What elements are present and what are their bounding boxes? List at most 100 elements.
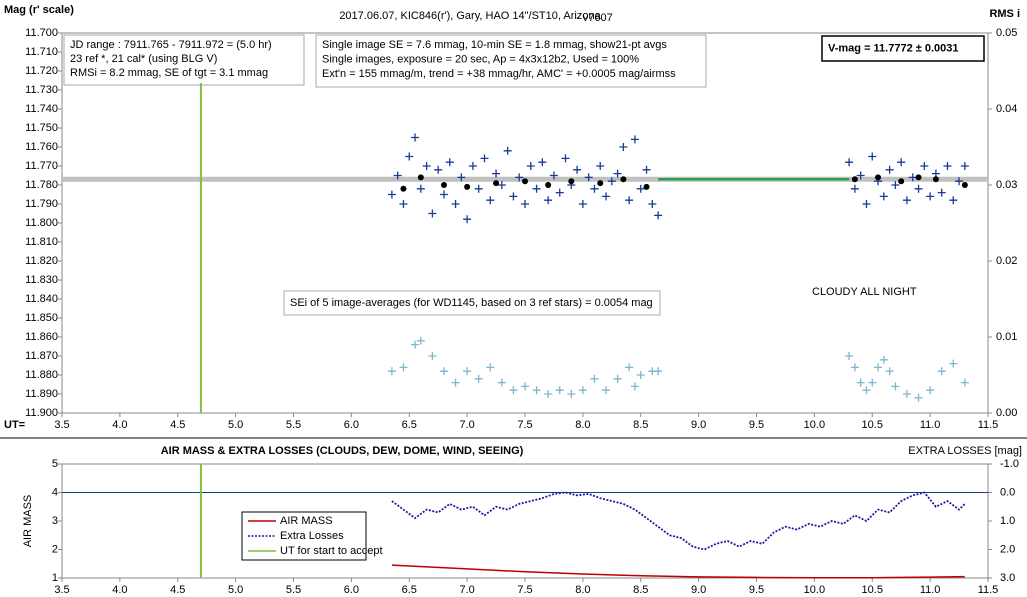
- x-tick-label: 4.5: [170, 419, 185, 431]
- y-tick-label: 11.700: [25, 27, 58, 39]
- plus-marker: [474, 184, 483, 193]
- annotation-box: [821, 35, 985, 62]
- plus-marker: [654, 211, 663, 220]
- average-dot: [851, 176, 858, 183]
- plus-marker: [526, 162, 535, 170]
- plus-marker: [625, 196, 634, 205]
- y-tick-label: 11.790: [25, 198, 58, 210]
- average-dot: [400, 185, 407, 192]
- y2-tick-label: 2.0: [1000, 543, 1015, 555]
- x-tick-label: 8.5: [633, 419, 648, 431]
- y2-tick-label: 0.03: [996, 179, 1017, 191]
- plus-marker: [891, 181, 900, 189]
- x-tick-label: 10.5: [862, 419, 883, 431]
- y2-tick-label: -1.0: [1000, 458, 1019, 470]
- plus-marker: [497, 378, 506, 387]
- plus-marker: [845, 352, 854, 360]
- plus-marker: [613, 169, 622, 178]
- y-tick-label: 11.720: [25, 65, 58, 77]
- plus-marker: [856, 171, 865, 180]
- average-dot: [522, 178, 528, 185]
- plus-marker: [521, 200, 529, 208]
- plus-marker: [897, 158, 906, 167]
- plus-marker: [387, 190, 396, 199]
- y-tick-label: 11.820: [25, 255, 58, 267]
- plus-marker: [955, 177, 964, 186]
- plus-marker: [405, 152, 414, 161]
- plus-marker: [625, 363, 634, 372]
- plus-marker: [463, 367, 472, 376]
- annotation: Ext'n = 155 mmag/m, trend = +38 mmag/hr,…: [322, 68, 676, 80]
- average-dot: [898, 178, 905, 185]
- annotation-box: [315, 34, 707, 88]
- y-tick-label: 11.900: [25, 407, 58, 419]
- average-dot: [915, 174, 922, 181]
- plus-marker: [387, 367, 396, 376]
- plus-marker: [480, 154, 489, 163]
- x-tick-label: 9.5: [749, 419, 764, 431]
- average-dot: [620, 176, 627, 183]
- average-dot: [545, 182, 552, 188]
- plus-marker: [399, 363, 408, 372]
- plus-marker: [596, 162, 605, 170]
- plus-marker: [908, 173, 917, 182]
- plus-marker: [555, 386, 564, 395]
- plus-marker: [879, 355, 888, 364]
- plus-marker: [544, 390, 553, 398]
- plus-marker: [555, 188, 564, 197]
- y-axis-label: AIR MASS: [22, 495, 34, 548]
- y2-axis-label: RMS i: [989, 8, 1020, 20]
- average-dot: [464, 183, 471, 190]
- plus-marker: [636, 184, 645, 193]
- x-tick-label: 7.5: [517, 419, 532, 431]
- average-dot: [932, 176, 939, 183]
- plus-marker: [619, 143, 628, 151]
- plus-marker: [509, 192, 518, 201]
- average-dot: [597, 180, 604, 187]
- plus-marker: [416, 184, 425, 193]
- y2-tick-label: 3.0: [1000, 572, 1015, 584]
- average-dot: [568, 178, 575, 185]
- plus-marker: [874, 363, 883, 372]
- plus-marker: [457, 173, 466, 182]
- plus-marker: [937, 367, 946, 376]
- plus-marker: [584, 173, 593, 182]
- plus-marker: [949, 196, 958, 205]
- x-tick-label: 10.5: [862, 584, 883, 596]
- plus-marker: [468, 162, 477, 170]
- x-tick-label: 7.5: [517, 584, 532, 596]
- y2-tick-label: 1.0: [1000, 515, 1015, 527]
- y-tick-label: 11.840: [25, 293, 58, 305]
- plus-marker: [486, 363, 495, 372]
- plus-marker: [602, 386, 611, 395]
- average-dot: [440, 182, 447, 188]
- plus-marker: [602, 192, 611, 201]
- x-tick-label: 6.0: [344, 419, 359, 431]
- plus-marker: [532, 386, 541, 395]
- plus-marker: [521, 382, 529, 391]
- y-tick-label: 11.890: [25, 388, 58, 400]
- x-tick-label: 8.5: [633, 584, 648, 596]
- plus-marker: [411, 340, 420, 349]
- plus-marker: [914, 184, 923, 193]
- y-tick-label: 3: [52, 515, 58, 527]
- plus-marker: [868, 378, 877, 387]
- plus-marker: [573, 165, 582, 174]
- plus-marker: [862, 200, 871, 208]
- annotation: JD range : 7911.765 - 7911.972 = (5.0 hr…: [70, 39, 272, 51]
- annotation: RMSi = 8.2 mmag, SE of tgt = 3.1 mmag: [70, 67, 268, 79]
- x-axis-label: UT=: [4, 419, 25, 431]
- plus-marker: [654, 367, 663, 376]
- dashed-line: [391, 491, 966, 551]
- plus-marker: [578, 200, 587, 208]
- plus-marker: [926, 386, 935, 395]
- y-tick-label: 11.870: [25, 350, 58, 362]
- y-tick-label: 11.850: [25, 312, 58, 324]
- plus-marker: [486, 196, 495, 205]
- plus-marker: [567, 390, 576, 398]
- plus-marker: [497, 181, 506, 189]
- average-dot: [493, 180, 500, 187]
- plus-marker: [926, 192, 935, 201]
- plus-marker: [561, 154, 570, 163]
- x-tick-label: 3.5: [54, 419, 69, 431]
